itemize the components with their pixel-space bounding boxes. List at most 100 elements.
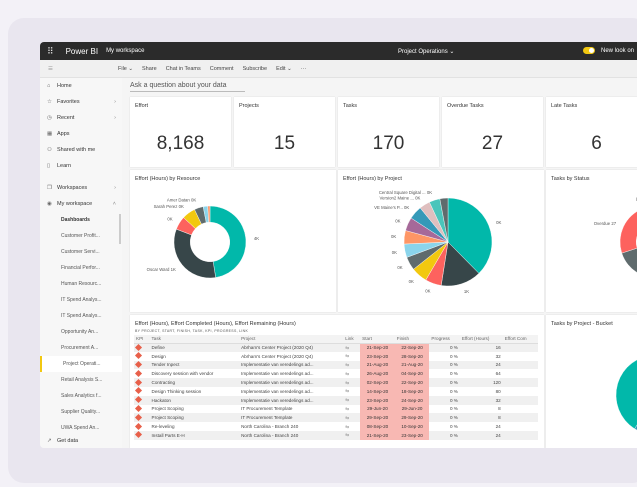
- subscribe-button[interactable]: Subscribe: [242, 65, 268, 72]
- effort-cell: 8: [459, 413, 503, 423]
- dashboard-item[interactable]: Customer Servi...: [61, 249, 100, 255]
- pie-slice[interactable]: [447, 197, 493, 274]
- kpi-card[interactable]: Tasks 170: [338, 97, 439, 167]
- table-row[interactable]: Tender Inpect Implementatie van veredelin…: [134, 360, 538, 370]
- table-row[interactable]: Project Scoping IT Procurement Template ⇆ 2…: [134, 404, 538, 414]
- dashboard-item[interactable]: Opportunity An...: [61, 329, 99, 335]
- brand[interactable]: Power BI: [65, 46, 99, 56]
- column-header[interactable]: Progress: [429, 335, 460, 344]
- pie-slice[interactable]: [439, 197, 449, 243]
- pie-slice[interactable]: [207, 205, 211, 223]
- new-look-toggle[interactable]: [583, 47, 595, 54]
- sidebar-item-workspaces[interactable]: ❐ Workspaces ›: [40, 180, 122, 196]
- dashboard-item[interactable]: Project Operati...: [40, 356, 122, 372]
- kpi-card[interactable]: Late Tasks 6: [546, 97, 637, 167]
- sidebar-item-apps[interactable]: ▦ Apps: [40, 126, 122, 142]
- column-header[interactable]: Project: [239, 335, 344, 344]
- get-data-button[interactable]: ↗ Get data: [40, 436, 78, 446]
- link-icon[interactable]: ⇆: [343, 395, 361, 405]
- link-icon[interactable]: ⇆: [345, 388, 350, 394]
- sidebar-scrollbar[interactable]: [119, 214, 121, 244]
- link-icon[interactable]: ⇆: [343, 378, 361, 387]
- column-header[interactable]: Effort Com: [502, 335, 538, 344]
- dashboard-item[interactable]: Procurement A...: [61, 345, 99, 351]
- table-card[interactable]: Effort (Hours), Effort Completed (Hours)…: [130, 315, 544, 448]
- workspace-link[interactable]: My workspace: [106, 48, 145, 54]
- column-header[interactable]: Finish: [394, 335, 430, 344]
- qa-input[interactable]: Ask a question about your data: [130, 82, 245, 92]
- start-cell: 14-Sep-20: [360, 386, 395, 396]
- link-icon[interactable]: ⇆: [343, 430, 361, 440]
- hamburger-icon[interactable]: ☰: [48, 65, 53, 72]
- link-icon[interactable]: ⇆: [345, 370, 350, 376]
- column-header[interactable]: Effort (Hours): [459, 335, 503, 344]
- kpi-diamond-icon: [134, 413, 143, 421]
- kpi-title: Late Tasks: [551, 103, 578, 109]
- dashboard-item[interactable]: Sales Analytics f...: [61, 393, 102, 399]
- more-button[interactable]: ···: [300, 65, 307, 72]
- chart-card[interactable]: Tasks by Project - Bucket Thomas River Br…: [546, 315, 637, 448]
- dashboard-item[interactable]: Supplier Quality...: [61, 409, 101, 415]
- chart-card[interactable]: Tasks by Status Overdue 27 Late 6: [546, 170, 637, 312]
- column-header[interactable]: Link: [343, 335, 361, 344]
- chart-card[interactable]: Effort (Hours) by Project 0K 1K 0K 0K 0K 0K 0K 0…: [338, 170, 544, 312]
- dashboard-item[interactable]: Customer Profit...: [61, 233, 100, 239]
- column-header[interactable]: Start: [360, 335, 395, 344]
- pie-slice[interactable]: [621, 206, 637, 278]
- chart-title: Effort (Hours) by Resource: [135, 176, 201, 182]
- dashboard-item[interactable]: Retail Analysis S...: [61, 377, 103, 383]
- kpi-card[interactable]: Effort 8,168: [130, 97, 231, 167]
- chat-in-teams-button[interactable]: Chat in Teams: [165, 65, 201, 72]
- kpi-title: Projects: [239, 103, 259, 109]
- sidebar-item-recent[interactable]: ◷ Recent ›: [40, 110, 122, 126]
- pie-slice[interactable]: [615, 355, 637, 430]
- chevron-icon[interactable]: ˄: [112, 201, 116, 207]
- table-row[interactable]: Discovery session with vendor Implementat…: [134, 369, 538, 379]
- link-icon[interactable]: ⇆: [343, 413, 361, 423]
- file-menu[interactable]: File ⌄: [118, 65, 133, 72]
- table-row[interactable]: Install Parts E-H North Carolina - Branch…: [134, 430, 538, 440]
- comment-button[interactable]: Comment: [209, 65, 234, 72]
- chevron-icon[interactable]: ›: [114, 99, 116, 105]
- sidebar-item-label: Shared with me: [57, 147, 96, 153]
- sidebar-item-favorites[interactable]: ☆ Favorites ›: [40, 94, 122, 110]
- report-title-dropdown[interactable]: Project Operations ⌄: [398, 48, 455, 55]
- share-button[interactable]: Share: [142, 65, 157, 72]
- table-row[interactable]: Define Abrham's Center Project (2020 Q4) ⇆…: [134, 343, 538, 352]
- table-row[interactable]: Project Scoping IT Procurement Template ⇆ 2…: [134, 413, 538, 423]
- dashboard-item[interactable]: UWA Spend An...: [61, 425, 100, 431]
- table-row[interactable]: Hackaton Implementatie van veredelings ad…: [134, 395, 538, 405]
- edit-menu[interactable]: Edit ⌄: [276, 65, 292, 72]
- chevron-icon[interactable]: ›: [114, 115, 116, 121]
- sidebar-item-shared-with-me[interactable]: ⚇ Shared with me: [40, 142, 122, 158]
- table-row[interactable]: Design Thinking session Implementatie van…: [134, 386, 538, 396]
- link-icon[interactable]: ⇆: [343, 360, 361, 370]
- table-row[interactable]: Re-leveling North Carolina - Branch 240 ⇆ 0…: [134, 422, 538, 431]
- pie-slice[interactable]: [619, 209, 637, 254]
- kpi-card[interactable]: Projects 15: [234, 97, 335, 167]
- dashboard-item[interactable]: Financial Perfor...: [61, 265, 100, 271]
- column-header[interactable]: KPI: [134, 335, 150, 344]
- sidebar-item-home[interactable]: ⌂ Home: [40, 78, 122, 94]
- shared-icon: ⚇: [47, 147, 52, 153]
- dashboard-item[interactable]: IT Spend Analys...: [61, 297, 102, 303]
- sidebar-item-label: Learn: [57, 163, 72, 169]
- kpi-card[interactable]: Overdue Tasks 27: [442, 97, 543, 167]
- dashboard-item[interactable]: IT Spend Analys...: [61, 313, 102, 319]
- column-header[interactable]: Task: [149, 335, 240, 344]
- pie-slice[interactable]: [209, 205, 247, 278]
- sidebar-item-my-workspace[interactable]: ◉ My workspace ˄: [40, 196, 122, 212]
- app-launcher-icon[interactable]: ⠿: [47, 45, 54, 56]
- chart-card[interactable]: Effort (Hours) by Resource 4K Oscar Ward 1…: [130, 170, 336, 312]
- link-icon[interactable]: ⇆: [345, 353, 350, 359]
- dashboard-item[interactable]: Human Resourc...: [61, 281, 102, 287]
- table-row[interactable]: Contracting Implementatie van veredelings…: [134, 378, 538, 387]
- link-icon[interactable]: ⇆: [345, 405, 350, 411]
- sidebar-item-learn[interactable]: ▯ Learn: [40, 158, 122, 174]
- chevron-icon[interactable]: ›: [114, 185, 116, 191]
- table-row[interactable]: Design Abrham's Center Project (2020 Q4) ⇆…: [134, 351, 538, 361]
- get-data-label: Get data: [57, 438, 79, 444]
- link-icon[interactable]: ⇆: [343, 343, 361, 352]
- pie-slice[interactable]: [173, 228, 216, 279]
- link-icon[interactable]: ⇆: [345, 423, 350, 429]
